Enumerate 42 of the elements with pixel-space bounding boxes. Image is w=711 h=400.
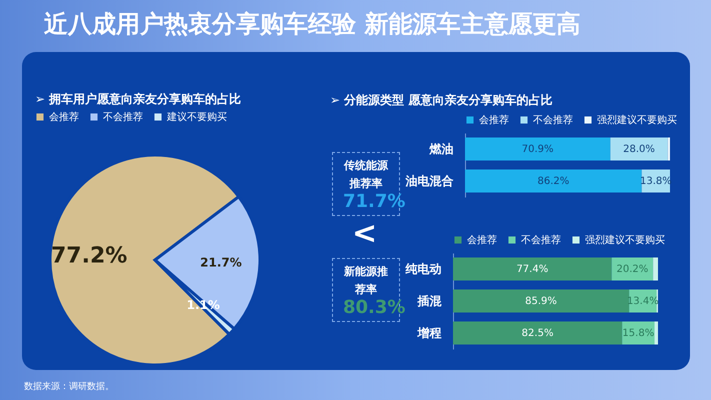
bar bbox=[654, 321, 658, 345]
bar bbox=[465, 137, 610, 161]
legend-label: 不会推荐 bbox=[103, 111, 143, 123]
legend-label: 会推荐 bbox=[479, 114, 509, 126]
data-label: 21.7% bbox=[200, 255, 242, 270]
y-tick-label: 油电混合 bbox=[404, 174, 454, 188]
text: ➢ 分能源类型 愿意向亲友分享购车的占比 bbox=[330, 92, 552, 109]
data-label: 77.4% bbox=[516, 264, 548, 275]
chart-title: ➢ 拥车用户愿意向亲友分享购车的占比 bbox=[35, 92, 242, 106]
data-label: 1.1% bbox=[186, 298, 220, 312]
y-tick-label: 增程 bbox=[416, 326, 442, 340]
text: 传统能源推荐率 bbox=[344, 159, 388, 190]
text: 新能源推荐率 bbox=[344, 265, 388, 296]
data-label: 86.2% bbox=[537, 176, 570, 187]
data-label: 77.2% bbox=[50, 243, 128, 268]
legend-label: 会推荐 bbox=[467, 234, 497, 246]
bar bbox=[610, 137, 668, 161]
data-label: 82.5% bbox=[522, 328, 554, 339]
text: 80.3% bbox=[342, 297, 406, 318]
bar bbox=[453, 321, 622, 345]
data-label: 85.9% bbox=[525, 296, 557, 307]
bar bbox=[465, 169, 642, 193]
text: 71.7% bbox=[342, 191, 406, 212]
y-tick-label: 纯电动 bbox=[404, 262, 442, 276]
legend-label: 强烈建议不要购买 bbox=[585, 234, 665, 246]
legend-label: 不会推荐 bbox=[533, 114, 573, 126]
legend-label: 不会推荐 bbox=[521, 234, 561, 246]
legend-label: 建议不要购买 bbox=[166, 111, 227, 123]
legend-label: 强烈建议不要购买 bbox=[597, 114, 677, 126]
data-label: 70.9% bbox=[522, 144, 554, 155]
legend-label: 会推荐 bbox=[49, 111, 79, 123]
data-label: 28.0% bbox=[623, 144, 655, 155]
bar bbox=[653, 257, 658, 281]
data-label: 20.2% bbox=[616, 264, 648, 275]
text: 近八成用户热衷分享购车经验 新能源车主意愿更高 bbox=[44, 9, 580, 40]
y-tick-label: 插混 bbox=[416, 294, 442, 308]
bar bbox=[453, 257, 612, 281]
bar bbox=[453, 289, 630, 313]
text: < bbox=[352, 216, 378, 251]
source-note: 数据来源：调研数据。 bbox=[24, 380, 114, 393]
data-label: 15.8% bbox=[622, 328, 654, 339]
y-tick-label: 燃油 bbox=[428, 142, 454, 156]
